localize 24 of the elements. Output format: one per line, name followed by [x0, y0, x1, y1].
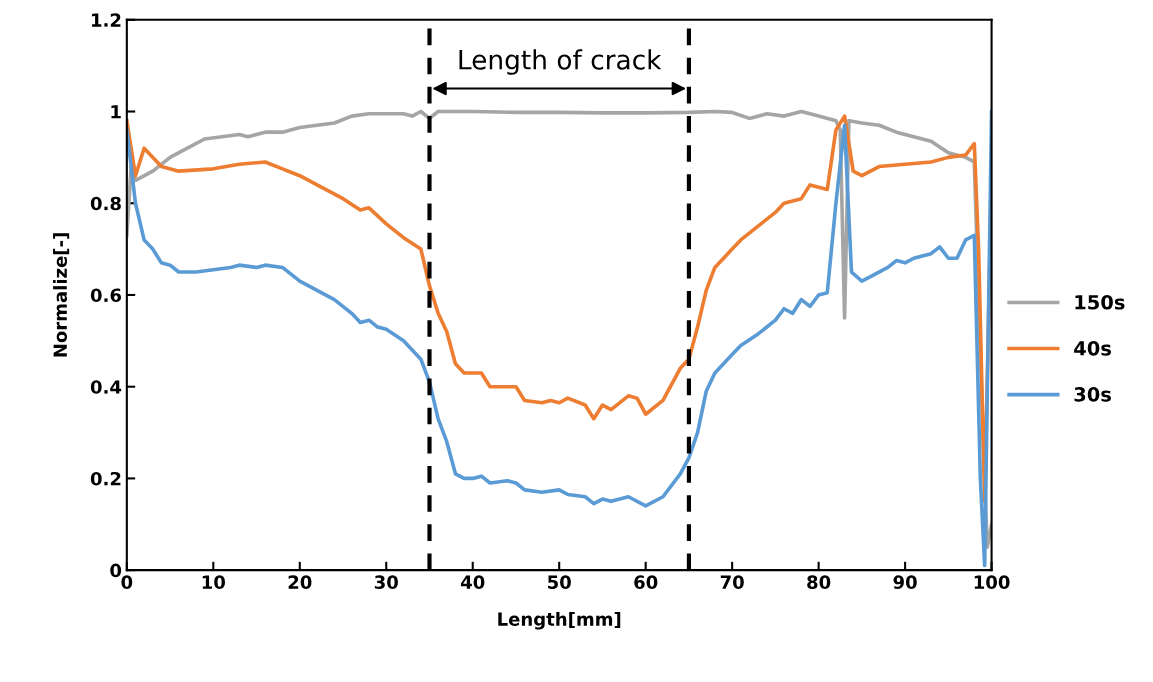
x-axis-title: Length[mm]	[498, 611, 621, 630]
x-tick-label: 90	[893, 575, 917, 589]
x-tick-label: 10	[202, 575, 225, 589]
y-tick-label: 0.6	[90, 288, 121, 303]
x-tick-label: 20	[288, 575, 312, 589]
legend-label: 30s	[1074, 386, 1111, 402]
x-tick-label: 50	[548, 575, 571, 589]
legend-label: 150s	[1075, 294, 1125, 310]
x-tick-label: 0	[121, 575, 133, 589]
y-tick-label: 0.8	[90, 196, 121, 211]
y-tick-label: 1	[111, 105, 121, 119]
x-tick-label: 60	[634, 575, 658, 589]
y-tick-label: 0.4	[90, 380, 122, 394]
x-tick-label: 70	[720, 575, 744, 589]
y-axis-title: Normalize[-]	[53, 233, 70, 357]
x-tick-label: 100	[974, 575, 1010, 589]
y-tick-label: 0.2	[90, 471, 121, 486]
x-tick-label: 40	[460, 575, 485, 589]
y-tick-label: 0	[110, 563, 122, 578]
x-tick-label: 80	[807, 575, 831, 589]
legend-label: 40s	[1074, 340, 1111, 356]
annotation: Length of crack	[459, 49, 662, 75]
x-tick-label: 30	[374, 575, 398, 589]
y-tick-label: 1.2	[92, 13, 121, 27]
